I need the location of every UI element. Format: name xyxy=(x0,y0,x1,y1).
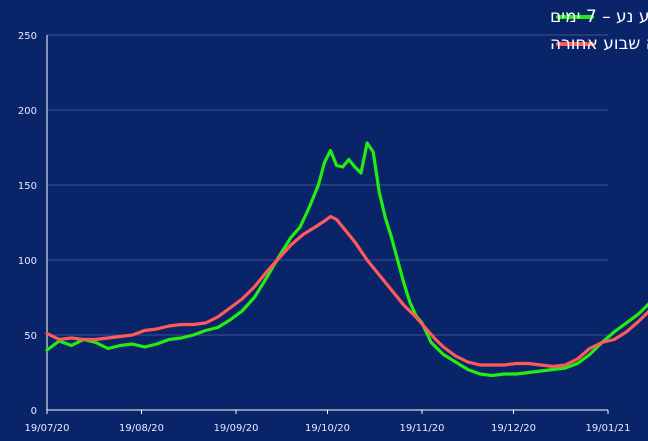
y-tick-label: 100 xyxy=(18,256,37,267)
x-tick-label: 19/09/20 xyxy=(214,423,259,434)
series-line-1 xyxy=(45,141,648,378)
x-tick-label: 19/01/21 xyxy=(586,423,631,434)
y-axis-ticks: 0 50 100 150 200 250 xyxy=(18,31,37,417)
x-tick-label: 19/07/20 xyxy=(25,423,70,434)
y-tick-label: 200 xyxy=(18,106,37,117)
axes xyxy=(46,35,608,411)
x-tick-label: 19/11/20 xyxy=(400,423,445,434)
y-tick-label: 0 xyxy=(31,406,37,417)
x-tick-label: 19/10/20 xyxy=(305,423,350,434)
legend-label-2: קשים חדשים בממוצע נע 7 ימים בהסטה שבוע א… xyxy=(550,34,648,54)
x-axis-ticks: 19/07/20 19/08/20 19/09/20 19/10/20 19/11/20… xyxy=(25,410,631,434)
legend: ¼ ממאומתים חדשים 60+ בממוצע נע – 7 ימים ק… xyxy=(550,7,648,54)
series-line-2 xyxy=(45,214,648,369)
series-lines xyxy=(45,141,648,378)
grid-lines xyxy=(47,34,608,336)
y-tick-label: 250 xyxy=(18,31,37,42)
legend-label-1: ¼ ממאומתים חדשים 60+ בממוצע נע – 7 ימים xyxy=(550,7,648,27)
x-tick-label: 19/12/20 xyxy=(491,423,536,434)
x-tick-label: 19/08/20 xyxy=(119,423,164,434)
y-tick-label: 50 xyxy=(24,331,37,342)
y-tick-label: 150 xyxy=(18,181,37,192)
